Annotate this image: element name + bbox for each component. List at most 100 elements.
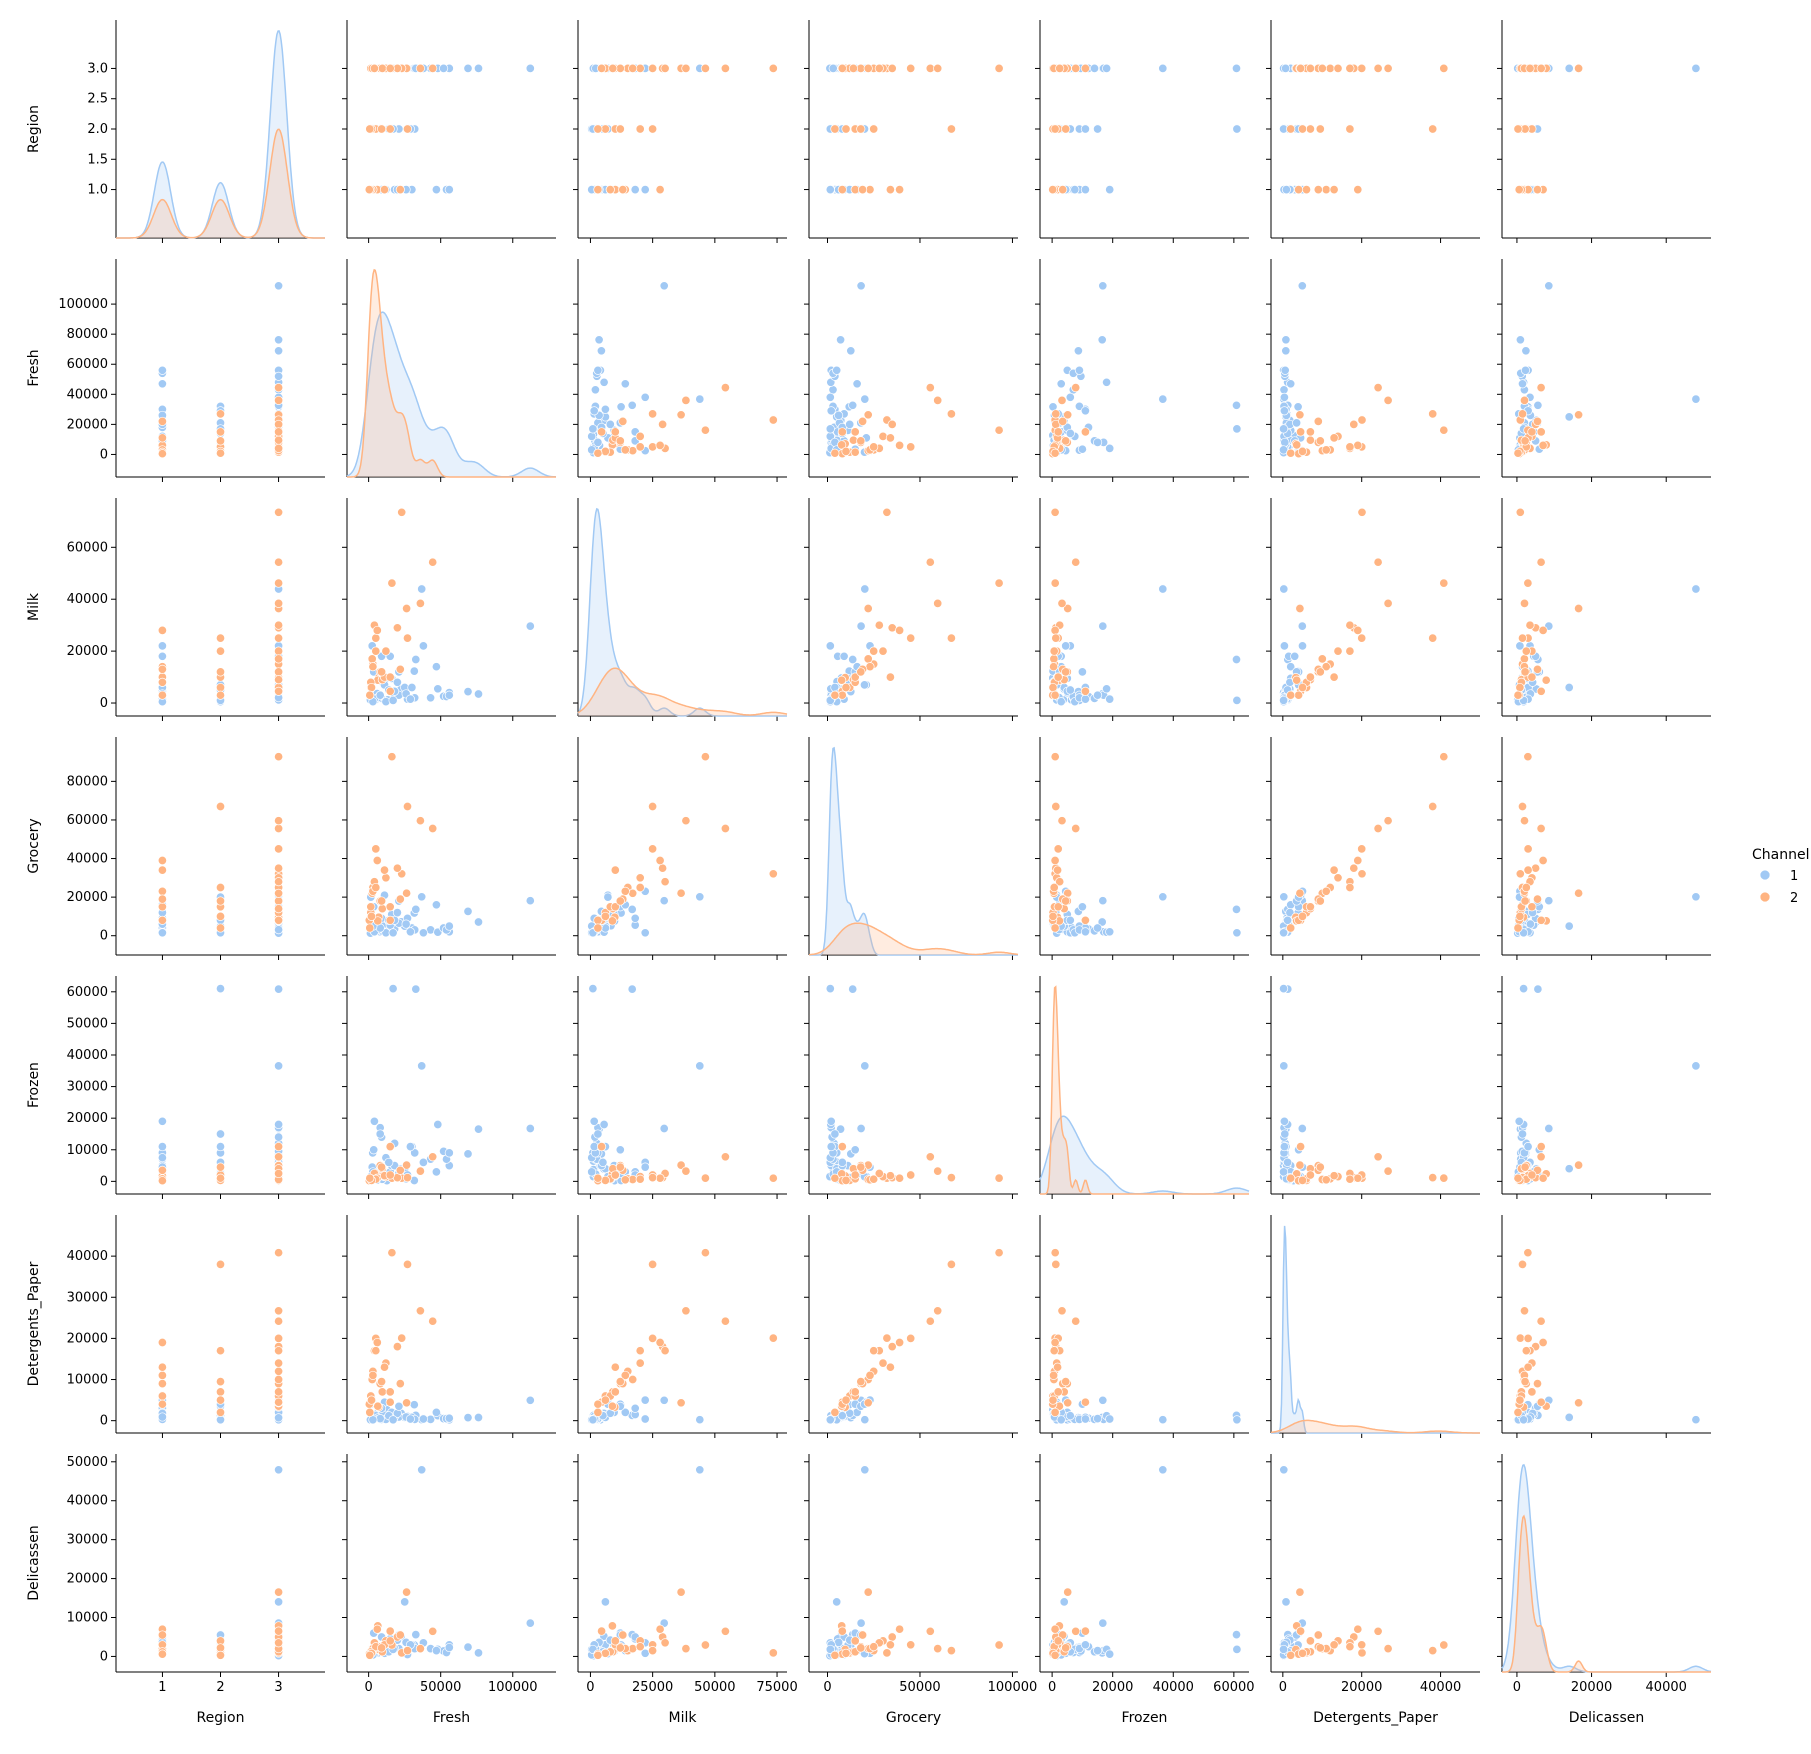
scatter-point-1 [695, 394, 705, 404]
scatter-point-2 [933, 1306, 943, 1316]
scatter-point-1 [1281, 346, 1291, 356]
scatter-point-2 [648, 124, 658, 134]
y-tick-label: 2.5 [87, 92, 108, 107]
y-axis-label: Delicassen [26, 1525, 42, 1601]
scatter-point-1 [845, 419, 855, 429]
scatter-point-2 [157, 625, 167, 635]
scatter-point-1 [828, 63, 838, 73]
scatter-point-1 [1286, 379, 1296, 389]
scatter-point-2 [157, 449, 167, 459]
scatter-point-1 [1564, 412, 1574, 422]
scatter-point-2 [274, 395, 284, 405]
scatter-point-2 [1383, 816, 1393, 826]
scatter-point-2 [994, 578, 1004, 588]
scatter-point-1 [463, 906, 473, 916]
scatter-point-1 [860, 1061, 870, 1071]
scatter-point-2 [428, 1152, 438, 1162]
scatter-point-2 [837, 440, 847, 450]
scatter-point-2 [1357, 869, 1367, 879]
scatter-point-2 [385, 1387, 395, 1397]
kde-fill-1 [1271, 1225, 1480, 1433]
scatter-point-2 [1295, 1160, 1305, 1170]
scatter-point-2 [593, 1407, 603, 1417]
scatter-point-2 [850, 427, 860, 437]
scatter-point-2 [371, 844, 381, 854]
scatter-point-2 [1051, 801, 1061, 812]
scatter-point-2 [1050, 855, 1060, 866]
scatter-point-2 [593, 1399, 603, 1409]
scatter-point-2 [1057, 816, 1067, 826]
scatter-point-2 [837, 427, 847, 437]
scatter-point-2 [1353, 1624, 1363, 1634]
scatter-point-2 [367, 654, 377, 664]
legend-title: Channel [1752, 847, 1809, 863]
scatter-point-1 [1093, 690, 1103, 700]
scatter-point-2 [215, 1387, 226, 1397]
scatter-point-2 [658, 863, 668, 873]
x-tick-label: 20000 [1571, 1680, 1612, 1695]
scatter-point-2 [1428, 409, 1438, 419]
scatter-point-2 [1315, 1643, 1325, 1653]
scatter-point-2 [385, 672, 395, 682]
scatter-point-1 [1281, 63, 1291, 73]
scatter-point-2 [1333, 646, 1343, 656]
scatter-point-2 [415, 816, 425, 826]
scatter-point-1 [1098, 1395, 1108, 1405]
scatter-point-1 [1073, 346, 1083, 356]
scatter-point-2 [385, 1397, 395, 1407]
scatter-point-2 [1515, 507, 1525, 517]
kde-line-2 [1270, 1419, 1480, 1434]
scatter-point-2 [610, 427, 620, 437]
scatter-point-1 [1098, 1618, 1108, 1628]
scatter-point-2 [274, 557, 284, 567]
scatter-point-2 [946, 1259, 956, 1269]
scatter-point-1 [444, 185, 454, 195]
scatter-point-1 [417, 1465, 427, 1475]
scatter-point-2 [607, 1621, 617, 1631]
scatter-point-2 [1519, 816, 1530, 826]
scatter-point-1 [1232, 124, 1242, 134]
scatter-point-2 [402, 1173, 413, 1183]
scatter-point-1 [410, 1148, 420, 1158]
y-tick-label: 20000 [67, 1572, 108, 1587]
scatter-point-2 [1428, 801, 1438, 812]
scatter-point-1 [659, 1123, 669, 1134]
scatter-point-2 [615, 63, 625, 73]
y-axis-label: Grocery [26, 818, 42, 873]
scatter-point-2 [720, 1152, 730, 1162]
scatter-point-1 [1232, 928, 1242, 938]
scatter-point-2 [593, 185, 603, 195]
scatter-point-2 [869, 646, 879, 656]
scatter-point-1 [826, 1142, 836, 1152]
scatter-point-1 [157, 1142, 167, 1152]
scatter-point-2 [1071, 557, 1081, 567]
scatter-point-1 [1105, 1414, 1115, 1424]
kde-fill-2 [578, 668, 787, 716]
scatter-point-2 [1048, 682, 1058, 693]
scatter-point-1 [407, 682, 417, 693]
scatter-point-2 [1053, 672, 1063, 682]
x-tick-label: 60000 [1213, 1680, 1254, 1695]
scatter-point-2 [887, 1632, 897, 1642]
scatter-point-2 [946, 1646, 956, 1656]
scatter-point-2 [1055, 877, 1065, 887]
scatter-point-1 [525, 896, 535, 906]
scatter-point-2 [1053, 1636, 1063, 1646]
scatter-point-2 [1057, 1306, 1067, 1316]
scatter-point-1 [832, 365, 842, 375]
scatter-point-2 [593, 915, 603, 925]
scatter-point-2 [1053, 427, 1063, 437]
scatter-point-2 [887, 63, 897, 73]
scatter-point-1 [401, 919, 411, 929]
scatter-point-2 [215, 1650, 226, 1660]
scatter-point-2 [1536, 686, 1546, 696]
scatter-point-2 [428, 557, 438, 567]
scatter-point-2 [402, 801, 413, 812]
scatter-point-1 [392, 908, 402, 918]
scatter-point-2 [415, 1306, 425, 1316]
scatter-point-1 [157, 1116, 167, 1126]
scatter-point-1 [375, 690, 385, 700]
scatter-point-2 [392, 1342, 402, 1352]
scatter-point-1 [1517, 1129, 1528, 1139]
scatter-point-2 [660, 1346, 670, 1356]
